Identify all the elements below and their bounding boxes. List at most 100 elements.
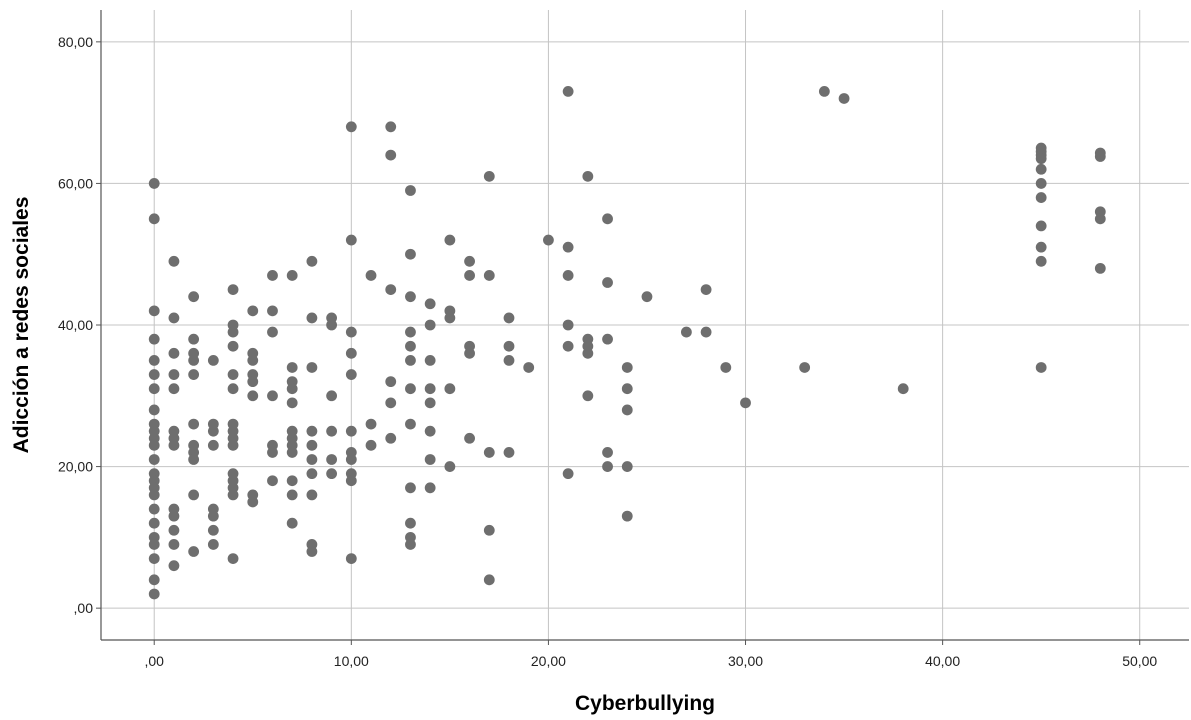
data-point	[365, 270, 377, 281]
data-point	[168, 255, 180, 267]
data-point	[602, 461, 613, 472]
data-point	[1035, 192, 1047, 203]
data-point	[168, 510, 180, 522]
data-point	[207, 439, 219, 451]
data-point	[306, 546, 318, 557]
data-point	[188, 354, 200, 366]
data-point	[1035, 178, 1047, 189]
data-point	[306, 312, 318, 324]
data-point	[405, 340, 416, 352]
data-point	[168, 312, 180, 324]
data-point	[326, 390, 338, 402]
data-point	[582, 347, 594, 359]
data-point	[424, 454, 436, 465]
data-point	[444, 312, 456, 324]
y-tick-label: ,00	[74, 600, 94, 616]
data-point	[483, 170, 495, 182]
data-point	[720, 362, 732, 373]
data-point	[405, 291, 416, 303]
data-point	[385, 149, 397, 161]
data-point	[188, 546, 200, 557]
y-tick-label: 80,00	[58, 34, 93, 50]
data-point	[148, 213, 160, 225]
data-point	[286, 383, 298, 395]
data-point	[148, 354, 160, 366]
grid-lines	[101, 10, 1189, 640]
data-point	[227, 326, 239, 338]
data-point	[740, 397, 751, 409]
data-point	[267, 475, 278, 487]
data-point	[148, 369, 160, 380]
data-point	[523, 362, 535, 373]
data-point	[405, 326, 416, 338]
data-point	[424, 425, 436, 437]
data-point	[326, 425, 338, 437]
data-point	[405, 383, 416, 395]
data-point	[227, 489, 239, 501]
data-point	[405, 539, 416, 550]
data-point	[424, 482, 436, 494]
data-point	[306, 454, 318, 465]
x-tick-label: 50,00	[1122, 653, 1157, 669]
data-point	[897, 383, 909, 395]
data-point	[168, 560, 180, 572]
data-point	[326, 454, 338, 465]
data-point	[562, 86, 574, 97]
data-point	[306, 362, 318, 373]
data-point	[188, 418, 200, 430]
data-point	[148, 539, 160, 550]
data-point	[405, 185, 416, 196]
data-point	[1035, 362, 1047, 373]
data-point	[405, 517, 416, 529]
data-point	[227, 340, 239, 352]
y-tick-labels: ,00 20,00 40,00 60,00 80,00	[58, 34, 101, 616]
data-point	[503, 354, 515, 366]
data-point	[385, 376, 397, 388]
data-point	[247, 390, 259, 402]
x-tick-label: 20,00	[531, 653, 566, 669]
data-point	[424, 354, 436, 366]
data-point	[464, 432, 475, 444]
data-point	[464, 270, 475, 281]
data-point	[207, 524, 219, 536]
data-point	[1094, 151, 1106, 162]
data-point	[207, 539, 219, 550]
data-point	[483, 524, 495, 536]
data-point	[345, 475, 357, 487]
data-point	[444, 383, 456, 395]
data-point	[444, 234, 456, 246]
x-tick-label: 30,00	[728, 653, 763, 669]
data-point	[168, 439, 180, 451]
data-point	[838, 93, 850, 104]
data-point	[464, 255, 475, 267]
data-point	[621, 362, 633, 373]
data-point	[247, 305, 259, 317]
data-point	[168, 383, 180, 395]
data-point	[562, 319, 574, 331]
data-point	[286, 362, 298, 373]
data-point	[227, 369, 239, 380]
x-tick-label: ,00	[144, 653, 164, 669]
data-point	[621, 383, 633, 395]
data-point	[424, 397, 436, 409]
data-point	[385, 432, 397, 444]
data-point	[483, 270, 495, 281]
data-point	[680, 326, 692, 338]
data-point	[148, 553, 160, 564]
data-point	[1035, 153, 1047, 165]
data-point	[267, 447, 278, 458]
data-point	[227, 284, 239, 296]
x-axis-title: Cyberbullying	[575, 692, 715, 715]
data-point	[168, 539, 180, 550]
data-point	[405, 418, 416, 430]
data-point	[148, 439, 160, 451]
data-point	[148, 178, 160, 189]
data-point	[326, 468, 338, 480]
data-point	[562, 241, 574, 253]
data-point	[503, 312, 515, 324]
y-tick-label: 20,00	[58, 459, 93, 475]
data-point	[207, 510, 219, 522]
data-point	[247, 354, 259, 366]
data-point	[267, 270, 278, 281]
